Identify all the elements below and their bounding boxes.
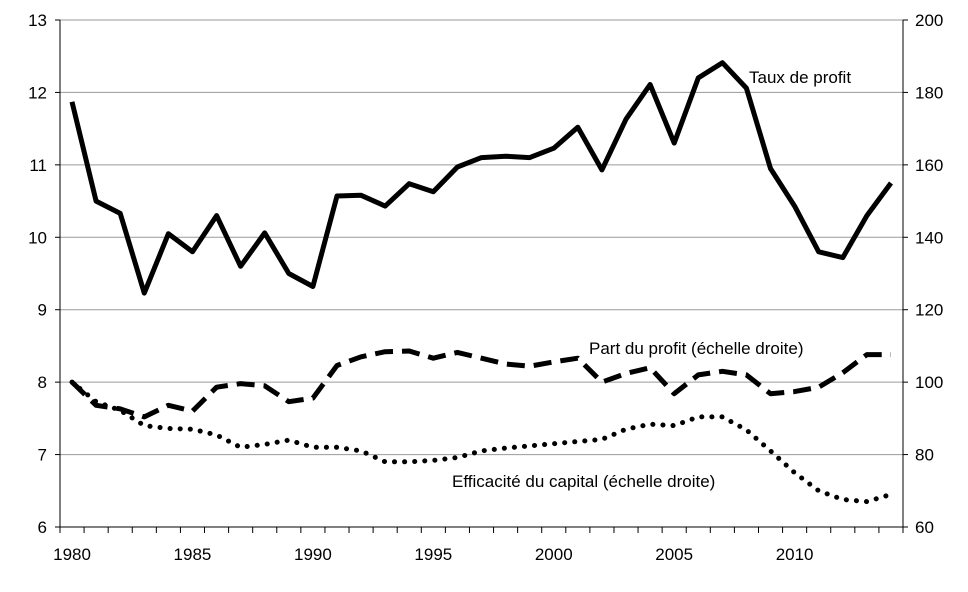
y-right-tick-label-120: 120: [915, 301, 943, 320]
y-right-tick-label-80: 80: [915, 446, 934, 465]
tick-labels: 6 7 8 9 10 11 12 13 60 80 100 120 140 160 180 200 1980 19…: [28, 11, 943, 564]
y-right-tick-label-180: 180: [915, 83, 943, 102]
x-tick-label-1980: 1980: [53, 545, 91, 564]
y-left-tick-label-9: 9: [38, 301, 47, 320]
x-tick-label-2000: 2000: [535, 545, 573, 564]
y-right-tick-label-60: 60: [915, 518, 934, 537]
y-left-tick-label-7: 7: [38, 446, 47, 465]
y-right-tick-label-160: 160: [915, 156, 943, 175]
x-tick-label-2010: 2010: [776, 545, 814, 564]
x-tick-label-1995: 1995: [414, 545, 452, 564]
annotation-taux-de-profit: Taux de profit: [749, 68, 851, 87]
series-line-solid: [69, 60, 894, 296]
y-left-tick-label-8: 8: [38, 373, 47, 392]
y-left-tick-label-13: 13: [28, 11, 47, 30]
axes: [55, 19, 908, 533]
series-annotations: Taux de profit Part du profit (échelle d…: [452, 68, 851, 491]
x-tick-label-1985: 1985: [174, 545, 212, 564]
x-tick-label-2005: 2005: [655, 545, 693, 564]
y-left-tick-label-6: 6: [38, 518, 47, 537]
y-right-tick-label-200: 200: [915, 11, 943, 30]
y-left-tick-label-10: 10: [28, 228, 47, 247]
series-lines: [69, 60, 894, 505]
series-line-dashed: [70, 348, 891, 420]
series-line-dotted: [69, 379, 894, 505]
annotation-efficacite-du-capital: Efficacité du capital (échelle droite): [452, 472, 715, 491]
y-right-tick-label-140: 140: [915, 228, 943, 247]
x-tick-label-1990: 1990: [294, 545, 332, 564]
y-left-tick-label-12: 12: [28, 83, 47, 102]
y-left-tick-label-11: 11: [29, 156, 47, 175]
y-right-tick-label-100: 100: [915, 373, 943, 392]
annotation-part-du-profit: Part du profit (échelle droite): [589, 339, 804, 358]
